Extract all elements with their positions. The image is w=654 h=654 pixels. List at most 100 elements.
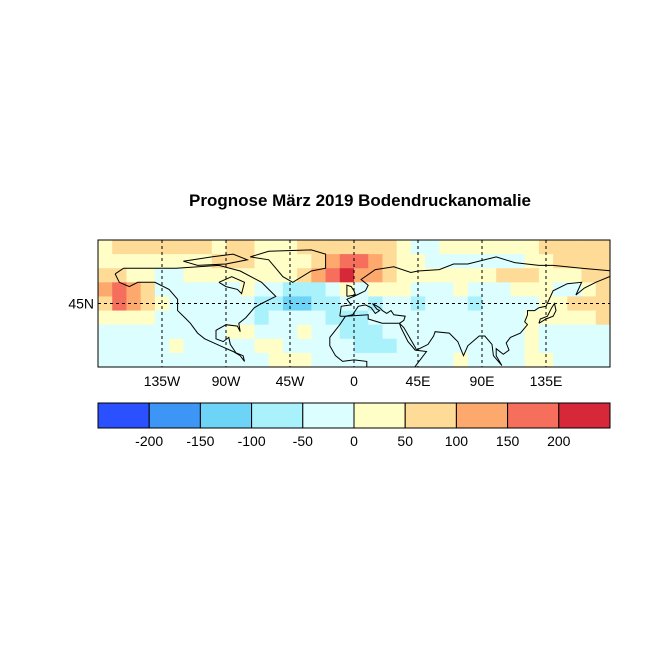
anomaly-cell (496, 338, 511, 354)
anomaly-cell (396, 352, 412, 367)
anomaly-cell (325, 240, 341, 255)
anomaly-cell (553, 310, 568, 326)
anomaly-cell (268, 296, 284, 312)
anomaly-cell (282, 338, 298, 354)
anomaly-cell (183, 324, 199, 340)
anomaly-cell (297, 324, 312, 340)
anomaly-cell (154, 296, 170, 312)
anomaly-cell (439, 240, 455, 255)
anomaly-cell (183, 352, 199, 367)
anomaly-cell (595, 240, 610, 255)
anomaly-cell (382, 240, 398, 255)
colorbar-label: 0 (350, 433, 358, 449)
anomaly-cell (183, 240, 199, 255)
anomaly-cell (240, 240, 255, 255)
anomaly-cell (311, 268, 327, 283)
colorbar-swatch (558, 402, 611, 429)
anomaly-cell (183, 254, 199, 269)
longitude-ticks: 135W 90W 45W 0 45E 90E 135E (144, 373, 563, 389)
colorbar-label: 50 (397, 433, 413, 449)
anomaly-cell (410, 352, 426, 367)
anomaly-cell (169, 254, 184, 269)
anomaly-cell (98, 310, 113, 326)
anomaly-cell (467, 268, 483, 283)
anomaly-cell (524, 352, 540, 367)
anomaly-cell (211, 310, 227, 326)
anomaly-cell (297, 310, 312, 326)
anomaly-cell (581, 310, 597, 326)
anomaly-cell (98, 352, 113, 367)
anomaly-cell (482, 254, 497, 269)
anomaly-cell (595, 338, 610, 354)
anomaly-cell (126, 338, 142, 354)
anomaly-cell (112, 282, 127, 297)
anomaly-cell (595, 310, 610, 326)
anomaly-cell (482, 310, 497, 326)
anomaly-cell (453, 338, 469, 354)
anomaly-cell (510, 338, 526, 354)
colorbar-swatch (199, 402, 253, 429)
map-title: Prognose März 2019 Bodendruckanomalie (189, 191, 531, 210)
anomaly-cell (581, 268, 597, 283)
anomaly-cell (567, 310, 583, 326)
anomaly-cell (453, 240, 469, 255)
anomaly-cell (311, 310, 327, 326)
anomaly-cell (510, 254, 526, 269)
longitude-tick-label: 45W (276, 373, 306, 389)
anomaly-cell (339, 296, 355, 312)
anomaly-cell (368, 352, 383, 367)
anomaly-cell (197, 240, 213, 255)
anomaly-cell (439, 282, 455, 297)
anomaly-cell (439, 352, 455, 367)
anomaly-cell (226, 240, 241, 255)
map-frame (97, 239, 611, 368)
anomaly-cell (169, 338, 184, 354)
anomaly-cell (581, 352, 597, 367)
anomaly-cell (354, 324, 369, 340)
anomaly-cell (112, 324, 127, 340)
anomaly-cell (126, 352, 142, 367)
anomaly-cell (496, 282, 511, 297)
anomaly-cell (439, 324, 455, 340)
anomaly-cell (268, 324, 284, 340)
anomaly-cell (226, 254, 241, 269)
anomaly-cell (425, 296, 440, 312)
anomaly-cell (467, 240, 483, 255)
anomaly-cell (311, 352, 327, 367)
anomaly-cell (524, 268, 540, 283)
anomaly-cell (183, 282, 199, 297)
anomaly-cell (510, 240, 526, 255)
anomaly-cell (467, 352, 483, 367)
anomaly-cell (98, 338, 113, 354)
anomaly-cell (567, 240, 583, 255)
anomaly-cell (354, 338, 369, 354)
anomaly-cell (382, 324, 398, 340)
longitude-tick-label: 45E (406, 373, 431, 389)
anomaly-cell (482, 240, 497, 255)
anomaly-cell (339, 310, 355, 326)
anomaly-cell (482, 352, 497, 367)
anomaly-cell (425, 352, 440, 367)
anomaly-cell (140, 324, 156, 340)
anomaly-cell (282, 310, 298, 326)
anomaly-cell (553, 282, 568, 297)
anomaly-cell (453, 254, 469, 269)
anomaly-cell (140, 254, 156, 269)
anomaly-cell (595, 268, 610, 283)
anomaly-cell (482, 268, 497, 283)
anomaly-cell (339, 268, 355, 283)
anomaly-cell (496, 268, 511, 283)
anomaly-cell (524, 310, 540, 326)
anomaly-cell (396, 240, 412, 255)
anomaly-cell (467, 324, 483, 340)
colorbar-swatch (148, 402, 201, 429)
colorbar-swatch (251, 402, 304, 429)
anomaly-cell (268, 352, 284, 367)
anomaly-cell (382, 282, 398, 297)
anomaly-cell (226, 310, 241, 326)
anomaly-cell (154, 254, 170, 269)
anomaly-cell (126, 310, 142, 326)
anomaly-cell (297, 338, 312, 354)
anomaly-cell (183, 268, 199, 283)
anomaly-cell (169, 310, 184, 326)
